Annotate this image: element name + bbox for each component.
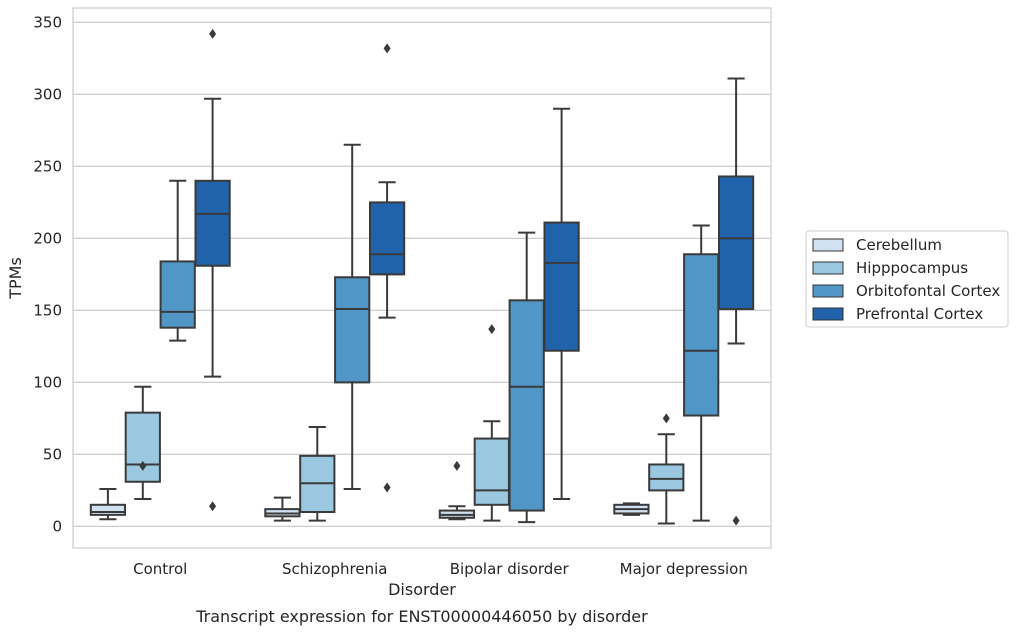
legend-swatch <box>812 284 844 298</box>
x-tick-label: Major depression <box>620 560 748 578</box>
box <box>124 411 161 483</box>
box-group <box>613 502 650 516</box>
legend-swatch <box>812 307 844 321</box>
box-group <box>543 107 580 501</box>
box-group <box>683 224 720 522</box>
x-axis-ticks: Control Schizophrenia Bipolar disorder Majo… <box>133 560 748 578</box>
box <box>508 299 545 512</box>
box-group <box>334 143 371 490</box>
legend: Cerebellum Hipppocampus Orbitofontal Corte… <box>805 230 1009 328</box>
legend-label: Orbitofontal Cortex <box>856 282 1000 300</box>
y-tick-label: 50 <box>43 445 62 463</box>
legend-label: Prefrontal Cortex <box>856 305 983 323</box>
box-plot-area <box>89 28 755 526</box>
box-group <box>299 426 336 522</box>
x-tick-label: Schizophrenia <box>282 560 387 578</box>
legend-label: Cerebellum <box>856 236 942 254</box>
outlier-point <box>209 28 217 39</box>
y-tick-label: 300 <box>33 85 62 103</box>
y-tick-label: 350 <box>33 13 62 31</box>
legend-frame <box>805 230 1009 328</box>
outlier-point <box>209 501 217 512</box>
box-group <box>473 324 510 522</box>
y-tick-label: 0 <box>52 517 62 535</box>
box-group <box>648 413 685 525</box>
y-tick-label: 250 <box>33 157 62 175</box>
legend-label: Hipppocampus <box>856 259 968 277</box>
box <box>543 221 580 352</box>
box-group <box>89 487 127 521</box>
y-axis-ticks: 0 50 100 150 200 250 300 350 <box>33 13 62 535</box>
x-axis-label: Disorder <box>388 580 456 599</box>
box <box>194 179 231 267</box>
y-tick-label: 200 <box>33 229 62 247</box>
outlier-point <box>383 482 391 493</box>
outlier-point <box>662 413 670 424</box>
box <box>717 175 755 310</box>
y-axis-label: TPMs <box>6 257 25 300</box>
box <box>683 253 720 417</box>
chart-caption: Transcript expression for ENST0000044605… <box>195 607 648 626</box>
outlier-point <box>488 324 496 335</box>
box-group <box>264 496 301 522</box>
outlier-point <box>383 43 391 54</box>
box-group <box>508 231 545 524</box>
y-tick-label: 150 <box>33 301 62 319</box>
box-group <box>194 28 231 512</box>
box <box>89 503 127 516</box>
box-group <box>438 460 476 521</box>
legend-swatch <box>812 238 844 252</box>
legend-swatch <box>812 261 844 275</box>
outlier-point <box>732 515 740 526</box>
box <box>334 276 371 384</box>
box <box>159 260 196 329</box>
y-tick-label: 100 <box>33 373 62 391</box>
box <box>648 463 685 492</box>
box-group <box>717 77 755 526</box>
plot-frame <box>72 7 772 549</box>
box-group <box>159 179 196 342</box>
box <box>473 437 510 506</box>
box-group <box>368 43 406 493</box>
x-tick-label: Bipolar disorder <box>450 560 570 578</box>
outlier-point <box>453 460 461 471</box>
box-group <box>124 385 161 501</box>
outlier-point <box>139 460 147 471</box>
box <box>368 201 406 276</box>
x-tick-label: Control <box>133 560 187 578</box>
